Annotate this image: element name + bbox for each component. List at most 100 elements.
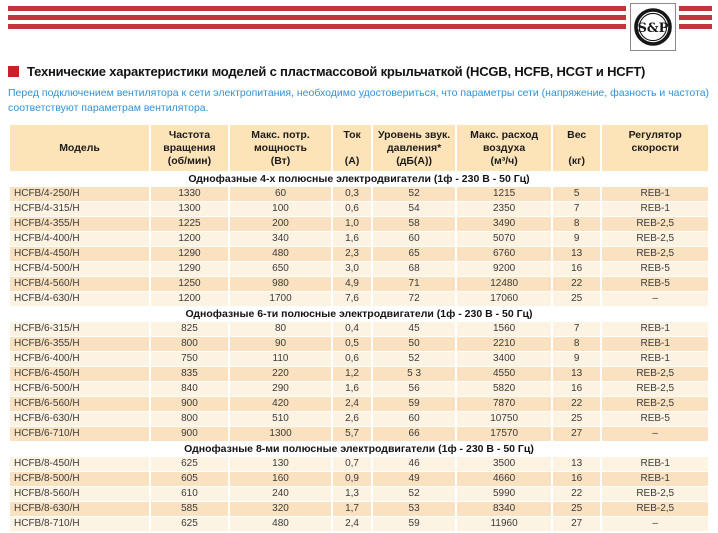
col-header-line: мощность <box>254 142 307 155</box>
cell-value: 160 <box>229 472 332 487</box>
cell-model: HCFB/8-630/H <box>10 502 150 517</box>
cell-value: 9 <box>552 232 601 247</box>
section-header-row: Однофазные 4-х полюсные электродвигатели… <box>10 172 708 187</box>
cell-value: – <box>602 292 708 307</box>
cell-value: 835 <box>151 367 228 382</box>
col-header-line <box>335 142 369 155</box>
cell-value: 0,3 <box>333 187 371 202</box>
col-header-line: вращения <box>163 142 216 155</box>
cell-value: 49 <box>372 472 456 487</box>
cell-value: 585 <box>151 502 228 517</box>
cell-model: HCFB/8-500/H <box>10 472 150 487</box>
cell-value: 100 <box>229 202 332 217</box>
cell-value: 58 <box>372 217 456 232</box>
cell-value: – <box>602 427 708 442</box>
col-header-model: Модель <box>10 125 150 172</box>
section-title: Однофазные 4-х полюсные электродвигатели… <box>10 172 708 187</box>
cell-value: 16 <box>552 382 601 397</box>
cell-model: HCFB/6-500/H <box>10 382 150 397</box>
table-row: HCFB/4-400/H 1200 340 1,6 60 5070 9 REB-2,5 <box>10 232 708 247</box>
cell-value: 53 <box>372 502 456 517</box>
cell-value: REB-2,5 <box>602 397 708 412</box>
cell-value: 1225 <box>151 217 228 232</box>
cell-value: 4550 <box>457 367 551 382</box>
table-row: HCFB/8-710/H 625 480 2,4 59 11960 27– <box>10 517 708 532</box>
cell-value: 7 <box>552 202 601 217</box>
col-header-line: воздуха <box>482 142 526 155</box>
cell-value: REB-2,5 <box>602 487 708 502</box>
cell-value: 1700 <box>229 292 332 307</box>
table-section: Однофазные 8-ми полюсные электродвигател… <box>10 442 708 532</box>
cell-value: 220 <box>229 367 332 382</box>
cell-value: 625 <box>151 457 228 472</box>
cell-value: 510 <box>229 412 332 427</box>
col-header-line <box>12 155 147 168</box>
cell-value: 1330 <box>151 187 228 202</box>
col-header-line: Регулятор <box>628 129 682 142</box>
intro-note: Перед подключением вентилятора к сети эл… <box>8 87 710 115</box>
table-row: HCFB/6-500/H 840 290 1,6 56 5820 16 REB-2,5 <box>10 382 708 397</box>
section-title: Однофазные 6-ти полюсные электродвигател… <box>10 307 708 322</box>
cell-value: 3490 <box>457 217 551 232</box>
cell-model: HCFB/4-250/H <box>10 187 150 202</box>
col-header-line: Макс. расход <box>470 129 539 142</box>
cell-value: 27 <box>552 517 601 532</box>
table-row: HCFB/6-560/H 900 420 2,4 59 7870 22 REB-2,5 <box>10 397 708 412</box>
cell-value: 625 <box>151 517 228 532</box>
col-header-current: Ток (А) <box>333 125 371 172</box>
cell-value: 22 <box>552 277 601 292</box>
cell-value: 110 <box>229 352 332 367</box>
cell-value: 200 <box>229 217 332 232</box>
cell-value: 1300 <box>229 427 332 442</box>
cell-model: HCFB/6-630/H <box>10 412 150 427</box>
cell-model: HCFB/4-450/H <box>10 247 150 262</box>
cell-value: 17570 <box>457 427 551 442</box>
cell-value: 605 <box>151 472 228 487</box>
cell-model: HCFB/6-355/H <box>10 337 150 352</box>
col-header-line: давления* <box>386 142 442 155</box>
cell-value: 750 <box>151 352 228 367</box>
cell-value: 1215 <box>457 187 551 202</box>
cell-value: 1290 <box>151 247 228 262</box>
table-row: HCFB/4-355/H 1225 200 1,0 58 3490 8 REB-2,5 <box>10 217 708 232</box>
table-row: HCFB/4-250/H 1330 60 0,3 52 1215 5 REB-1 <box>10 187 708 202</box>
cell-value: 2,6 <box>333 412 371 427</box>
page-title: Технические характеристики моделей с пла… <box>27 64 646 79</box>
sp-logo-text: S&P <box>638 21 669 36</box>
cell-model: HCFB/6-315/H <box>10 322 150 337</box>
cell-value: 320 <box>229 502 332 517</box>
cell-value: REB-2,5 <box>602 502 708 517</box>
cell-value: 0,4 <box>333 322 371 337</box>
cell-value: 72 <box>372 292 456 307</box>
col-header-line: (дБ(А)) <box>396 155 432 168</box>
cell-value: REB-2,5 <box>602 232 708 247</box>
cell-value: REB-2,5 <box>602 217 708 232</box>
sp-logo-icon: S&P <box>634 8 672 46</box>
cell-value: 2350 <box>457 202 551 217</box>
cell-value: 900 <box>151 397 228 412</box>
table-section: Однофазные 6-ти полюсные электродвигател… <box>10 307 708 442</box>
cell-value: 5 <box>552 187 601 202</box>
cell-value: 240 <box>229 487 332 502</box>
cell-value: 59 <box>372 397 456 412</box>
col-header-line: скорости <box>631 142 679 155</box>
cell-value: 0,9 <box>333 472 371 487</box>
col-header-line: (об/мин) <box>167 155 212 168</box>
cell-value: 6760 <box>457 247 551 262</box>
col-header-line <box>604 155 706 168</box>
cell-value: 11960 <box>457 517 551 532</box>
cell-model: HCFB/4-400/H <box>10 232 150 247</box>
cell-value: 71 <box>372 277 456 292</box>
cell-value: 65 <box>372 247 456 262</box>
cell-value: 420 <box>229 397 332 412</box>
cell-value: 13 <box>552 247 601 262</box>
table-row: HCFB/6-630/H 800 510 2,6 60 10750 25 REB-5 <box>10 412 708 427</box>
cell-value: 1,0 <box>333 217 371 232</box>
brand-band: S&P <box>0 0 718 52</box>
table-header: Модель Частота вращения (об/мин) Макс. п… <box>10 125 708 172</box>
cell-model: HCFB/4-315/H <box>10 202 150 217</box>
section-header-row: Однофазные 8-ми полюсные электродвигател… <box>10 442 708 457</box>
table-row: HCFB/8-560/H 610 240 1,3 52 5990 22 REB-2,5 <box>10 487 708 502</box>
cell-value: REB-1 <box>602 202 708 217</box>
